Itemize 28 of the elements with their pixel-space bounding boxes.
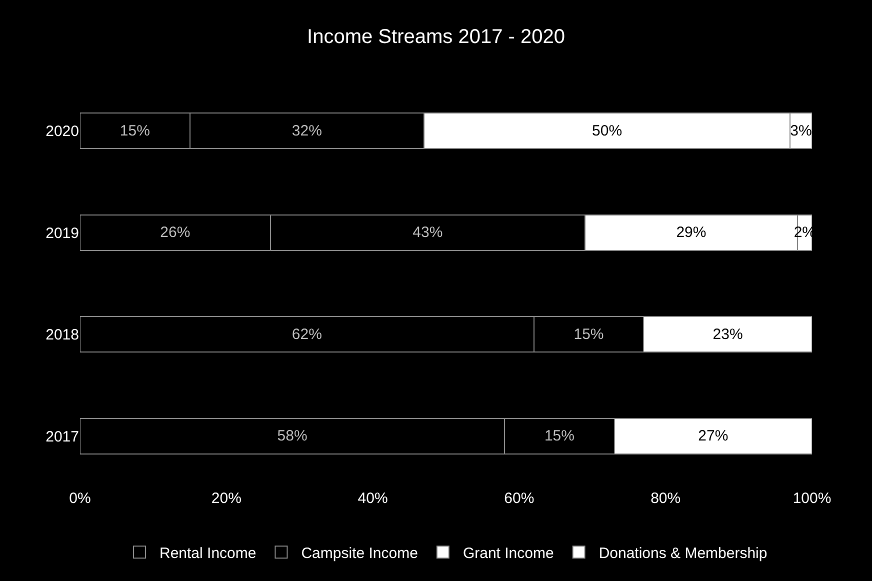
legend-label: Grant Income [462, 544, 554, 562]
y-tick-label: 2017 [46, 428, 79, 446]
data-label: 58% [277, 428, 308, 445]
data-label: 26% [160, 224, 190, 242]
data-label: 62% [292, 326, 322, 343]
x-tick-label: 60% [504, 490, 534, 507]
legend-label: Rental Income [160, 544, 256, 562]
x-tick-label: 80% [650, 490, 681, 507]
data-label: 27% [698, 428, 728, 445]
x-tick-label: 40% [358, 490, 388, 507]
data-label: 15% [120, 122, 150, 140]
chart-title: Income Streams 2017 - 2020 [307, 26, 565, 48]
x-tick-label: 20% [211, 490, 242, 507]
x-tick-label: 0% [69, 490, 91, 507]
y-tick-label: 2018 [46, 326, 79, 344]
y-tick-label: 2019 [46, 224, 79, 242]
data-label: 50% [592, 122, 622, 140]
data-label: 3% [790, 122, 812, 140]
legend-label: Campsite Income [301, 544, 418, 562]
y-tick-label: 2020 [46, 123, 79, 140]
x-tick-label: 100% [792, 490, 832, 507]
data-label: 15% [574, 326, 604, 343]
data-label: 23% [712, 326, 743, 343]
legend-label: Donations & Membership [598, 544, 768, 562]
data-label: 15% [544, 428, 574, 445]
data-label: 29% [676, 224, 706, 242]
data-label: 43% [412, 224, 443, 242]
data-label: 32% [292, 122, 322, 140]
